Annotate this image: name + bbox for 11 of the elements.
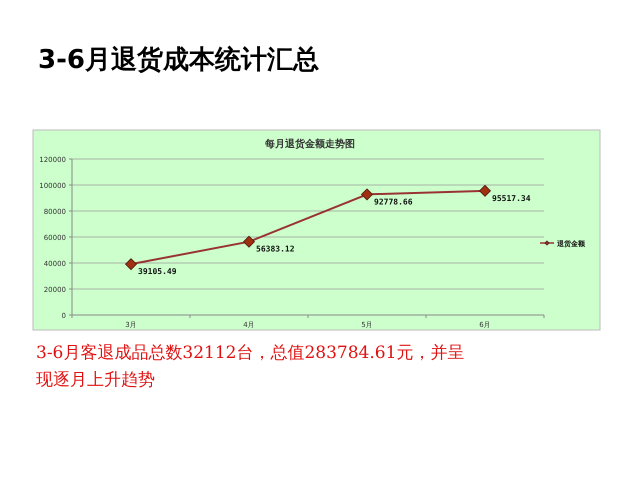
point: [479, 184, 491, 197]
point: [243, 236, 255, 248]
point: [125, 258, 137, 270]
point: [361, 188, 373, 200]
text: 3-6月客退成品总数32112台，总值283784.61元，并呈现逐月上升趋势: [36, 342, 466, 392]
chart-title: 3-6月退货成本统计汇总: [38, 45, 319, 75]
data-label: 92778.66: [374, 197, 413, 206]
data-label: 56383.12: [256, 244, 295, 254]
data-label: 39105.49: [138, 267, 177, 276]
chart-subtitle: 每月退货金额走势图: [264, 138, 355, 150]
data-label: 95517.34: [492, 194, 531, 203]
